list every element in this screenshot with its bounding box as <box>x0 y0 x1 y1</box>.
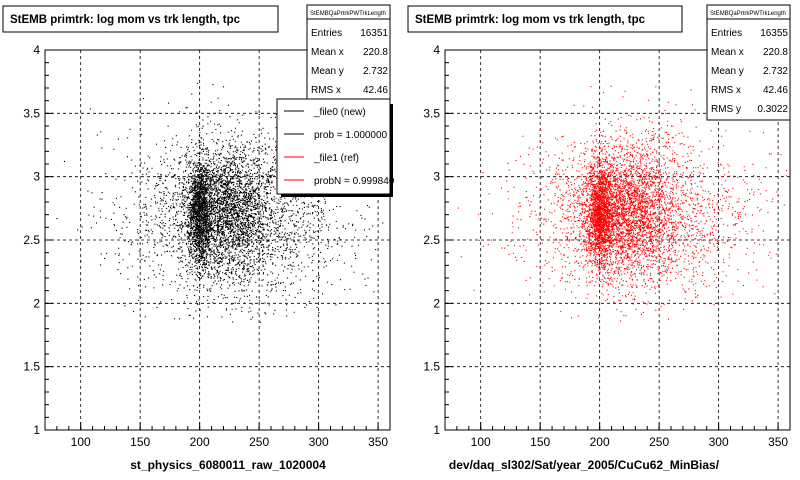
right-stats-frame <box>706 4 791 121</box>
left-y-tick-label: 3 <box>33 170 40 184</box>
right-stats-label-rms-y: RMS y <box>711 104 741 115</box>
left-stats-label-mean-x: Mean x <box>311 47 344 58</box>
left-stats-value-entries: 16351 <box>360 28 388 39</box>
left-stats-box: StEMBQaPrtrkPWTrkLength Entries 16351 Me… <box>306 4 391 102</box>
right-x-tick-label: 150 <box>530 435 550 449</box>
left-stats-title: StEMBQaPrtrkPWTrkLength <box>310 11 386 17</box>
left-x-tick-label: 150 <box>130 435 150 449</box>
left-scatter-points <box>56 82 384 323</box>
left-y-tick-label: 1 <box>33 423 40 437</box>
right-stats-label-mean-x: Mean x <box>711 47 744 58</box>
right-stats-value-entries: 16355 <box>760 28 788 39</box>
right-y-tick-label: 4 <box>433 43 440 57</box>
legend-entry-label: _file1 (ref) <box>313 153 359 164</box>
legend-entry-label: probN = 0.999840 <box>314 176 395 187</box>
left-stats-value-mean-y: 2.732 <box>363 66 388 77</box>
right-x-tick-label: 250 <box>649 435 669 449</box>
left-x-tick-label: 250 <box>249 435 269 449</box>
right-data-points <box>457 85 788 322</box>
left-chart-title: StEMB primtrk: log mom vs trk length, tp… <box>10 14 241 26</box>
left-x-tick-label: 350 <box>368 435 388 449</box>
left-x-tick-label: 300 <box>309 435 329 449</box>
right-y-tick-label: 3 <box>433 170 440 184</box>
left-y-tick-label: 1.5 <box>23 360 40 374</box>
left-stats-label-mean-y: Mean y <box>311 66 344 77</box>
left-x-tick-label: 200 <box>190 435 210 449</box>
right-stats-value-rms-y: 0.3022 <box>757 104 788 115</box>
left-stats-value-mean-x: 220.8 <box>363 47 388 58</box>
right-x-tick-label: 350 <box>768 435 788 449</box>
left-stats-value-rms-x: 42.46 <box>363 85 388 96</box>
right-y-tick-label: 1.5 <box>423 360 440 374</box>
right-x-axis-label: dev/daq_sl302/Sat/year_2005/CuCu62_MinBi… <box>449 458 720 472</box>
right-stats-title: StEMBQaPrtrkPWTrkLength <box>710 11 786 17</box>
left-stats-frame <box>306 4 391 102</box>
left-y-tick-label: 2 <box>33 296 40 310</box>
left-y-tick-label: 2.5 <box>23 233 40 247</box>
left-x-tick-label: 100 <box>71 435 91 449</box>
right-stats-value-rms-x: 42.46 <box>763 85 788 96</box>
right-stats-label-mean-y: Mean y <box>711 66 744 77</box>
legend-entry-label: _file0 (new) <box>313 107 366 118</box>
left-y-tick-label: 4 <box>33 43 40 57</box>
left-x-axis-label: st_physics_6080011_raw_1020004 <box>130 458 326 472</box>
left-y-tick-label: 3.5 <box>23 106 40 120</box>
right-chart-title: StEMB primtrk: log mom vs trk length, tp… <box>415 14 646 26</box>
right-stats-label-entries: Entries <box>711 28 742 39</box>
right-y-tick-label: 1 <box>433 423 440 437</box>
right-stats-box: StEMBQaPrtrkPWTrkLength Entries 16355 Me… <box>706 4 791 121</box>
right-stats-value-mean-x: 220.8 <box>763 47 788 58</box>
right-scatter-points <box>457 85 788 322</box>
right-stats-value-mean-y: 2.732 <box>763 66 788 77</box>
right-panel: 100 150 200 250 300 350 1 1.5 2 2.5 3 3.5 4 StEMB pr… <box>407 4 791 472</box>
left-panel: 100 150 200 250 300 350 1 1.5 2 2.5 3 3.5 4 StEMB pr… <box>2 4 395 472</box>
right-x-tick-label: 300 <box>709 435 729 449</box>
right-y-tick-label: 2 <box>433 296 440 310</box>
right-stats-label-rms-x: RMS x <box>711 85 741 96</box>
legend-frame <box>276 98 391 195</box>
legend: _file0 (new) prob = 1.000000 _file1 (ref… <box>276 98 395 197</box>
right-x-tick-label: 200 <box>590 435 610 449</box>
right-axis-ticks: 100 150 200 250 300 350 1 1.5 2 2.5 3 3.5 4 <box>423 43 791 449</box>
right-title-box <box>407 5 683 33</box>
right-y-tick-label: 2.5 <box>423 233 440 247</box>
left-axis-ticks: 100 150 200 250 300 350 1 1.5 2 2.5 3 3.5 4 <box>23 43 391 449</box>
right-y-tick-label: 3.5 <box>423 106 440 120</box>
left-stats-label-rms-x: RMS x <box>311 85 341 96</box>
left-title-box <box>2 5 279 33</box>
legend-entry-label: prob = 1.000000 <box>314 130 388 141</box>
left-data-points <box>56 82 384 323</box>
left-stats-label-entries: Entries <box>311 28 342 39</box>
right-x-tick-label: 100 <box>471 435 491 449</box>
